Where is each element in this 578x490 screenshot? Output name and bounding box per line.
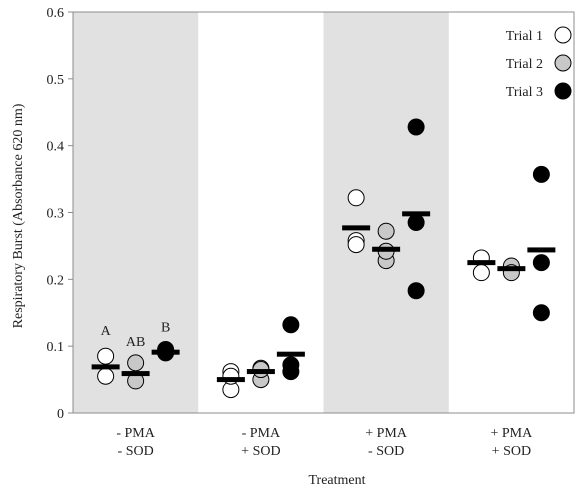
data-point [407, 118, 425, 136]
data-point [282, 316, 300, 334]
category-panel-shading [73, 12, 199, 413]
legend: Trial 1 Trial 2 Trial 3 [506, 26, 572, 100]
y-axis-title: Respiratory Burst (Absorbance 620 nm) [11, 103, 26, 328]
x-tick-label: + PMA [491, 426, 534, 441]
mean-bar [91, 364, 120, 370]
mean-bar [467, 260, 496, 266]
data-point [472, 264, 490, 282]
x-tick-label: + SOD [241, 444, 280, 459]
data-point [532, 304, 550, 322]
data-point [127, 354, 145, 372]
x-tick-label: + SOD [492, 444, 531, 459]
panel-shading-layer [73, 12, 449, 413]
y-tick-label: 0.6 [47, 6, 65, 21]
legend-marker [554, 26, 572, 44]
data-point [532, 165, 550, 183]
legend-marker [554, 54, 572, 72]
data-point [347, 236, 365, 254]
data-point [347, 189, 365, 207]
legend-marker [554, 82, 572, 100]
x-tick-label: - SOD [118, 444, 154, 459]
significance-label: AB [126, 335, 145, 350]
data-point [407, 214, 425, 232]
mean-bar [121, 371, 150, 377]
x-tick-label: + PMA [365, 426, 408, 441]
mean-bar [527, 247, 556, 253]
y-tick-label: 0 [57, 407, 64, 422]
legend-label: Trial 2 [506, 57, 543, 72]
significance-label: B [161, 320, 170, 335]
y-tick-label: 0.4 [47, 140, 65, 155]
y-tick-label: 0.1 [47, 340, 65, 355]
mean-bar [151, 349, 180, 355]
legend-label: Trial 3 [506, 85, 543, 100]
mean-bar [372, 246, 401, 252]
x-tick-label: - PMA [116, 426, 155, 441]
data-marks: A AB B [91, 118, 556, 399]
data-point [377, 222, 395, 240]
mean-bar [276, 351, 305, 357]
mean-bar [497, 266, 526, 272]
y-tick-label: 0.3 [47, 207, 65, 222]
legend-label: Trial 1 [506, 29, 543, 44]
y-tick-label: 0.2 [47, 273, 65, 288]
significance-label: A [101, 324, 112, 339]
mean-bar [246, 369, 275, 375]
data-point [532, 254, 550, 272]
data-point [282, 363, 300, 381]
x-axis-title: Treatment [308, 473, 365, 488]
x-tick-label: - PMA [242, 426, 281, 441]
mean-bar [402, 211, 431, 217]
data-point [407, 282, 425, 300]
mean-bar [342, 225, 371, 231]
axes: 0 0.1 0.2 0.3 0.4 0.5 0.6 - PMA - SOD - PMA + SOD +… [47, 6, 575, 459]
data-point [97, 367, 115, 385]
y-tick-label: 0.5 [47, 73, 65, 88]
x-tick-label: - SOD [368, 444, 404, 459]
mean-bar [216, 377, 245, 383]
data-point [97, 347, 115, 365]
